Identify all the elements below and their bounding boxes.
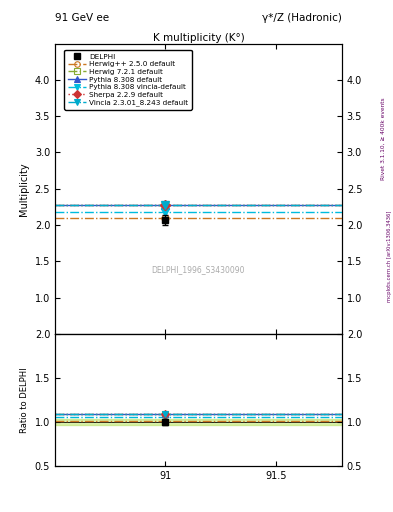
Text: Rivet 3.1.10, ≥ 400k events: Rivet 3.1.10, ≥ 400k events <box>381 97 386 180</box>
Text: mcplots.cern.ch [arXiv:1306.3436]: mcplots.cern.ch [arXiv:1306.3436] <box>387 210 391 302</box>
Text: γ*/Z (Hadronic): γ*/Z (Hadronic) <box>262 13 342 23</box>
Y-axis label: Multiplicity: Multiplicity <box>19 162 29 216</box>
Legend: DELPHI, Herwig++ 2.5.0 default, Herwig 7.2.1 default, Pythia 8.308 default, Pyth: DELPHI, Herwig++ 2.5.0 default, Herwig 7… <box>64 50 192 110</box>
Title: K multiplicity (K°): K multiplicity (K°) <box>152 33 244 42</box>
Text: 91 GeV ee: 91 GeV ee <box>55 13 109 23</box>
Y-axis label: Ratio to DELPHI: Ratio to DELPHI <box>20 367 29 433</box>
Text: DELPHI_1996_S3430090: DELPHI_1996_S3430090 <box>152 266 245 274</box>
Bar <box>55 419 342 425</box>
